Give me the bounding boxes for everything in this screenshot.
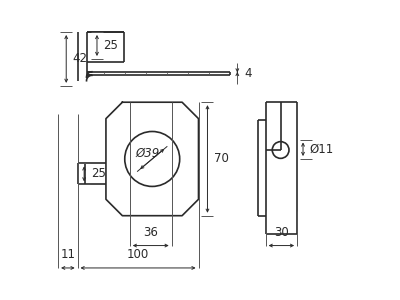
- Text: 70: 70: [214, 152, 229, 166]
- Text: 25: 25: [104, 39, 118, 52]
- Text: 11: 11: [60, 248, 75, 261]
- Text: 36: 36: [143, 226, 158, 239]
- Text: Ø39: Ø39: [136, 146, 160, 160]
- Text: 100: 100: [127, 248, 149, 261]
- Text: 4: 4: [244, 67, 251, 80]
- Text: 42: 42: [73, 52, 88, 65]
- Text: 25: 25: [91, 167, 106, 180]
- Text: 30: 30: [274, 226, 289, 239]
- Text: Ø11: Ø11: [310, 143, 334, 156]
